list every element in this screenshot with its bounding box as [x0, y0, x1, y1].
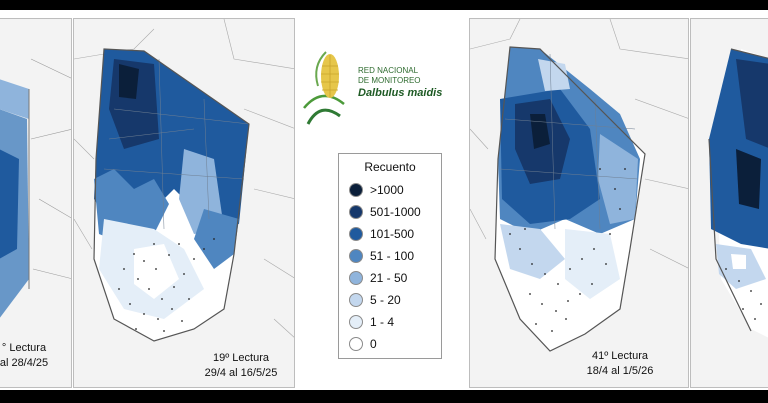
map-2-caption-line1: 19º Lectura	[213, 352, 269, 364]
map-3-caption-line2: 18/4 al 1/5/26	[586, 365, 654, 377]
map-panel-2: 19º Lectura 29/4 al 16/5/25	[73, 18, 295, 388]
legend-swatch	[349, 271, 363, 285]
legend-item: 1 - 4	[349, 312, 394, 332]
network-logo: RED NACIONAL DE MONITOREO Dalbulus maidi…	[300, 46, 465, 136]
legend-item: 0	[349, 334, 377, 354]
map-2-graphic	[74, 19, 294, 342]
logo-line-3: Dalbulus maidis	[358, 87, 443, 99]
map-3-caption: 41º Lectura 18/4 al 1/5/26	[570, 349, 670, 379]
map-1-caption-line1: ° Lectura	[1, 342, 47, 354]
legend-item: 21 - 50	[349, 268, 407, 288]
legend-label: 501-1000	[370, 205, 421, 219]
legend-swatch	[349, 315, 363, 329]
map-1-caption-line2: al 28/4/25	[0, 357, 49, 369]
map-panel-3: 41º Lectura 18/4 al 1/5/26	[469, 18, 689, 388]
map-3-caption-line1: 41º Lectura	[592, 350, 648, 362]
legend-swatch	[349, 249, 363, 263]
legend-item: >1000	[349, 180, 404, 200]
map-panel-1: ° Lectura al 28/4/25	[0, 18, 72, 388]
legend-label: 1 - 4	[370, 315, 395, 329]
legend-item: 501-1000	[349, 202, 421, 222]
map-4-graphic	[708, 48, 768, 338]
legend-title: Recuento	[364, 160, 416, 174]
logo-line-2: DE MONITOREO	[358, 76, 421, 85]
maize-logo-icon	[303, 51, 345, 125]
map-2-caption-line2: 29/4 al 16/5/25	[204, 367, 278, 379]
map-1-caption: ° Lectura al 28/4/25	[0, 341, 69, 371]
legend-label: 0	[370, 337, 377, 351]
legend-swatch	[349, 337, 363, 351]
legend-item: 5 - 20	[349, 290, 401, 310]
map-2-caption: 19º Lectura 29/4 al 16/5/25	[186, 351, 294, 381]
legend-label: 21 - 50	[370, 271, 408, 285]
legend-label: 51 - 100	[370, 249, 415, 263]
legend-swatch	[349, 293, 363, 307]
logo-line-1: RED NACIONAL	[358, 66, 419, 75]
map-1-graphic	[0, 58, 71, 318]
legend-label: >1000	[370, 183, 404, 197]
legend-item: 51 - 100	[349, 246, 414, 266]
figure-frame: ° Lectura al 28/4/25	[0, 10, 768, 390]
map-panel-4	[690, 18, 768, 388]
legend-item: 101-500	[349, 224, 414, 244]
legend-label: 5 - 20	[370, 293, 401, 307]
logo-text: RED NACIONAL DE MONITOREO Dalbulus maidi…	[358, 66, 442, 100]
map-3-graphic	[470, 19, 688, 352]
legend-label: 101-500	[370, 227, 415, 241]
legend: Recuento >1000 501-1000 101-500 51 - 100…	[338, 153, 442, 359]
legend-swatch	[349, 205, 363, 219]
legend-swatch	[349, 227, 363, 241]
legend-swatch	[349, 183, 363, 197]
